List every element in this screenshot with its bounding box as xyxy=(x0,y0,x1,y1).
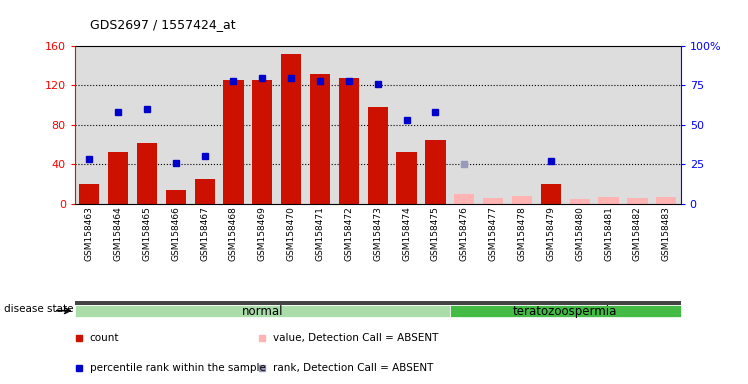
Bar xyxy=(224,79,244,204)
Bar xyxy=(512,196,532,204)
Bar xyxy=(75,305,450,317)
Bar xyxy=(75,301,681,305)
Bar xyxy=(108,152,128,204)
Bar xyxy=(656,197,676,204)
Bar xyxy=(281,54,301,204)
Bar xyxy=(570,199,589,204)
Bar xyxy=(450,305,681,317)
Bar xyxy=(252,79,272,204)
Bar xyxy=(194,179,215,204)
Bar xyxy=(598,197,619,204)
Text: GDS2697 / 1557424_at: GDS2697 / 1557424_at xyxy=(90,18,236,31)
Text: value, Detection Call = ABSENT: value, Detection Call = ABSENT xyxy=(273,333,438,343)
Bar xyxy=(454,194,474,204)
Bar xyxy=(166,190,186,204)
Text: normal: normal xyxy=(242,305,283,318)
Bar xyxy=(483,198,503,204)
Bar xyxy=(137,142,157,204)
Text: teratozoospermia: teratozoospermia xyxy=(513,305,617,318)
Bar xyxy=(628,198,648,204)
Bar xyxy=(396,152,417,204)
Bar xyxy=(541,184,561,204)
Text: disease state: disease state xyxy=(4,304,73,314)
Bar xyxy=(310,74,330,204)
Text: rank, Detection Call = ABSENT: rank, Detection Call = ABSENT xyxy=(273,363,433,373)
Text: percentile rank within the sample: percentile rank within the sample xyxy=(90,363,266,373)
Text: count: count xyxy=(90,333,119,343)
Bar xyxy=(79,184,99,204)
Bar xyxy=(339,78,359,204)
Bar xyxy=(426,139,446,204)
Bar xyxy=(368,107,387,204)
